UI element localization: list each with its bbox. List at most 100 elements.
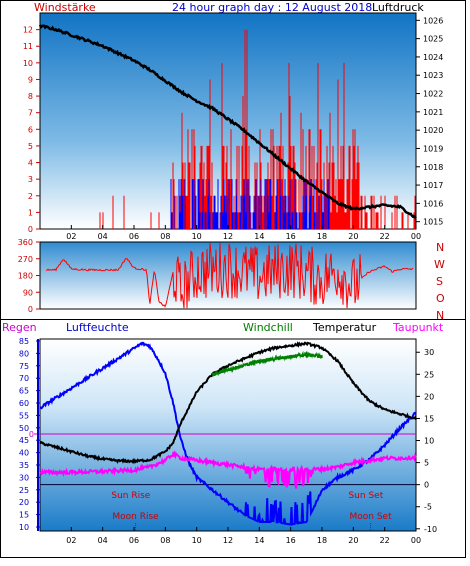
temperature-tick-label: 0 xyxy=(424,481,429,490)
time-tick-label: 08 xyxy=(160,536,170,545)
wind-tick-label: 1 xyxy=(28,208,33,217)
time-tick-label: 16 xyxy=(286,536,296,545)
humidity-tick-label: 20 xyxy=(19,498,29,507)
rain-tick-label: 0 xyxy=(29,430,34,439)
humidity-line xyxy=(39,341,417,526)
pressure-tick-label: 1023 xyxy=(423,71,443,80)
time-tick-label: 02 xyxy=(66,536,76,545)
humidity-tick-label: 30 xyxy=(19,473,29,482)
pressure-tick-label: 1018 xyxy=(423,163,443,172)
time-tick-label: 14 xyxy=(254,232,264,241)
temperature-tick-label: 10 xyxy=(424,437,434,446)
legend-taupunkt: Taupunkt xyxy=(392,321,444,334)
humidity-tick-label: 65 xyxy=(19,387,29,396)
pressure-tick-label: 1019 xyxy=(423,144,443,153)
humidity-tick-label: 10 xyxy=(19,523,29,532)
temperature-tick-label: 15 xyxy=(424,414,434,423)
time-tick-label: 22 xyxy=(380,232,390,241)
time-tick-label: 04 xyxy=(98,232,108,241)
wind-axis-title: Windstärke xyxy=(34,1,96,14)
wind-tick-label: 10 xyxy=(23,59,33,68)
legend-temperatur: Temperatur xyxy=(312,321,377,334)
time-tick-label: 00 xyxy=(411,232,421,241)
wind-tick-label: 2 xyxy=(28,192,33,201)
time-tick-label: 06 xyxy=(129,536,139,545)
humidity-tick-label: 25 xyxy=(19,486,29,495)
temperature-tick-label: 20 xyxy=(424,392,434,401)
direction-tick-label: 90 xyxy=(23,288,33,297)
wind-tick-label: 0 xyxy=(28,225,33,234)
humidity-tick-label: 60 xyxy=(19,399,29,408)
sun-rise-label: Sun Rise xyxy=(111,491,150,501)
time-tick-label: 20 xyxy=(348,232,358,241)
pressure-axis-title: Luftdruck xyxy=(372,1,424,14)
wind-direction-line xyxy=(45,242,414,309)
humidity-tick-label: 40 xyxy=(19,449,29,458)
direction-label-n-top: N xyxy=(436,241,444,254)
time-tick-label: 10 xyxy=(192,536,202,545)
pressure-tick-label: 1020 xyxy=(423,126,443,135)
pressure-tick-label: 1025 xyxy=(423,35,443,44)
sun-set-label: Sun Set xyxy=(348,491,383,501)
time-tick-label: 04 xyxy=(98,536,108,545)
temperature-tick-label: -10 xyxy=(424,525,437,534)
direction-tick-label: 360 xyxy=(18,238,33,247)
humidity-tick-label: 80 xyxy=(19,349,29,358)
chart-title: 24 hour graph day : 12 August 2018 xyxy=(172,1,372,14)
time-tick-label: 02 xyxy=(66,232,76,241)
wind-tick-label: 4 xyxy=(28,159,33,168)
humidity-tick-label: 85 xyxy=(19,337,29,346)
humidity-tick-label: 55 xyxy=(19,411,29,420)
pressure-tick-label: 1022 xyxy=(423,90,443,99)
direction-tick-label: 0 xyxy=(28,305,33,314)
time-tick-label: 12 xyxy=(223,536,233,545)
pressure-tick-label: 1016 xyxy=(423,199,443,208)
time-tick-label: 06 xyxy=(129,232,139,241)
temperature-tick-label: 25 xyxy=(424,370,434,379)
temperature-line xyxy=(39,341,417,465)
wind-tick-label: 7 xyxy=(28,109,33,118)
wind-tick-label: 11 xyxy=(23,42,33,51)
pressure-tick-label: 1026 xyxy=(423,16,443,25)
wind-tick-label: 6 xyxy=(28,125,33,134)
time-tick-label: 18 xyxy=(317,232,327,241)
temperature-tick-label: -5 xyxy=(424,503,432,512)
moon-rise-label: Moon Rise xyxy=(112,512,159,522)
wind-tick-label: 8 xyxy=(28,92,33,101)
time-tick-label: 18 xyxy=(317,536,327,545)
time-tick-label: 16 xyxy=(286,232,296,241)
pressure-tick-label: 1024 xyxy=(423,53,443,62)
direction-tick-label: 180 xyxy=(18,272,33,281)
time-tick-label: 00 xyxy=(411,536,421,545)
dewpoint-line xyxy=(39,449,417,489)
humidity-tick-label: 35 xyxy=(19,461,29,470)
humidity-tick-label: 70 xyxy=(19,374,29,383)
pressure-tick-label: 1015 xyxy=(423,218,443,227)
wind-gust-bars xyxy=(170,179,330,229)
moon-set-label: Moon Set xyxy=(350,512,393,522)
temperature-tick-label: 5 xyxy=(424,459,429,468)
legend-regen: Regen xyxy=(2,321,37,334)
pressure-tick-label: 1021 xyxy=(423,108,443,117)
wind-tick-label: 5 xyxy=(28,142,33,151)
pressure-line xyxy=(38,24,417,219)
temperature-tick-label: 30 xyxy=(424,348,434,357)
direction-label-w: W xyxy=(434,258,445,271)
time-tick-label: 22 xyxy=(380,536,390,545)
wind-tick-label: 3 xyxy=(28,175,33,184)
time-tick-label: 20 xyxy=(348,536,358,545)
direction-label-n-bottom: N xyxy=(436,309,444,322)
wind-tick-label: 9 xyxy=(28,75,33,84)
humidity-tick-label: 45 xyxy=(19,436,29,445)
direction-label-o: O xyxy=(436,292,445,305)
wind-tick-label: 12 xyxy=(23,26,33,35)
direction-label-s: S xyxy=(436,275,443,288)
humidity-tick-label: 50 xyxy=(19,424,29,433)
legend-windchill: Windchill xyxy=(243,321,293,334)
pressure-tick-label: 1017 xyxy=(423,181,443,190)
direction-tick-label: 270 xyxy=(18,255,33,264)
legend-luftfeuchte: Luftfeuchte xyxy=(66,321,129,334)
time-tick-label: 12 xyxy=(223,232,233,241)
